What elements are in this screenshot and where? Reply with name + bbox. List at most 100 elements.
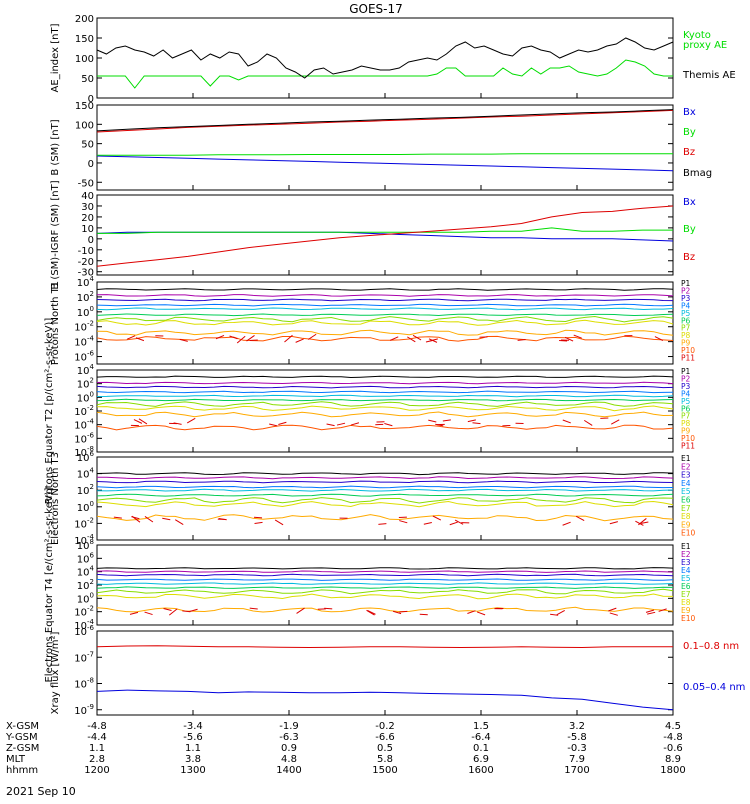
channel-noise-segment: [610, 613, 618, 615]
channel-noise-segment: [139, 419, 147, 424]
channel-e1: [97, 568, 673, 569]
channel-p9: [97, 412, 673, 417]
channel-p1: [97, 376, 673, 377]
legend-entry: Bz: [683, 147, 695, 158]
channel-p5: [97, 395, 673, 397]
channel-noise-segment: [433, 516, 441, 520]
y-tick-label: 102: [77, 377, 94, 391]
y-tick-label: 100: [77, 591, 94, 605]
channel-e4: [97, 579, 673, 580]
channel-p3: [97, 299, 673, 301]
x-row-value: -0.6: [663, 743, 683, 754]
x-row-value: 1400: [276, 765, 301, 776]
channel-noise-segment: [254, 517, 262, 518]
series-bx: [97, 156, 673, 171]
x-row-label: X-GSM: [6, 721, 39, 732]
channel-noise-segment: [384, 424, 392, 426]
x-row-value: 0.1: [473, 743, 489, 754]
panel-frame: [97, 105, 673, 190]
y-tick-label: 10-4: [74, 335, 94, 349]
x-row-value: 3.2: [569, 721, 585, 732]
x-row-value: -4.4: [87, 732, 107, 743]
y-tick-label: 150: [75, 34, 94, 45]
channel-p8: [97, 406, 673, 411]
y-tick-label: 102: [77, 290, 94, 304]
channel-p9: [97, 330, 673, 335]
x-row-value: 0.5: [377, 743, 393, 754]
y-tick-label: 102: [77, 578, 94, 592]
channel-noise-segment: [351, 423, 359, 425]
channel-e2: [97, 571, 673, 573]
channel-p1: [97, 289, 673, 291]
y-axis-label: B (SM) [nT]: [50, 119, 61, 175]
y-tick-label: 0: [88, 159, 94, 170]
y-tick-label: 10-6: [74, 431, 94, 445]
series-themis-ae: [97, 38, 673, 78]
channel-p2: [97, 295, 673, 297]
x-row-value: -0.2: [375, 721, 395, 732]
series-by: [97, 228, 673, 234]
legend-entry: Themis AE: [682, 70, 736, 81]
legend-entry: 0.05–0.4 nm: [683, 682, 745, 693]
x-row-value: -3.4: [183, 721, 203, 732]
channel-e5: [97, 583, 673, 585]
y-tick-label: 30: [81, 202, 94, 213]
y-axis-label: AE_index [nT]: [50, 23, 61, 92]
legend-entry: 0.1–0.8 nm: [683, 641, 739, 652]
channel-noise-segment: [584, 420, 592, 425]
y-tick-label: 20: [81, 213, 94, 224]
channel-e9: [97, 515, 673, 521]
y-tick-label: 10-7: [74, 650, 94, 664]
y-tick-label: 104: [77, 565, 95, 579]
x-row-value: 4.5: [665, 721, 681, 732]
channel-noise-segment: [250, 608, 258, 609]
legend-entry: By: [683, 127, 696, 138]
channel-noise-segment: [472, 423, 480, 424]
y-tick-label: -50: [78, 178, 94, 189]
channel-p4: [97, 391, 673, 393]
y-tick-label: 10-4: [74, 418, 94, 432]
y-tick-label: 102: [77, 483, 94, 497]
channel-noise-segment: [296, 339, 304, 342]
channel-p7: [97, 402, 673, 407]
channel-p8: [97, 320, 673, 325]
x-row-value: 5.8: [377, 754, 393, 765]
channel-p6: [97, 314, 673, 316]
y-tick-label: 104: [77, 467, 95, 481]
channel-e7: [97, 589, 673, 594]
y-tick-label: 50: [81, 140, 94, 151]
channel-noise-segment: [450, 522, 458, 525]
panel-frame: [97, 282, 673, 364]
channel-noise-segment: [269, 424, 277, 426]
panel-frame: [97, 545, 673, 625]
legend-entry: Bx: [683, 197, 696, 208]
x-row-label: Z-GSM: [6, 743, 39, 754]
channel-p6: [97, 399, 673, 400]
channel-noise-segment: [130, 612, 138, 614]
x-row-value: 1.1: [185, 743, 201, 754]
y-tick-label: 106: [77, 551, 95, 565]
x-row-value: -6.3: [279, 732, 299, 743]
y-tick-label: 10-6: [74, 624, 94, 638]
y-tick-label: 100: [77, 500, 94, 514]
series-bx: [97, 232, 673, 241]
channel-noise-segment: [237, 336, 245, 343]
legend-entry: Bmag: [683, 168, 712, 179]
y-tick-label: 100: [75, 54, 94, 65]
panel-frame: [97, 18, 673, 98]
y-tick-label: 50: [81, 74, 94, 85]
channel-e8: [97, 594, 673, 599]
x-row-value: 3.8: [185, 754, 201, 765]
channel-noise-segment: [399, 521, 407, 523]
x-row-value: -5.6: [183, 732, 203, 743]
x-row-value: 1600: [468, 765, 493, 776]
x-row-value: 1.1: [89, 743, 105, 754]
channel-noise-segment: [468, 420, 476, 422]
y-tick-label: 10-2: [74, 404, 94, 418]
channel-noise-segment: [255, 522, 263, 523]
channel-noise-segment: [162, 518, 170, 520]
legend-entry: Bx: [683, 107, 696, 118]
channel-e1: [97, 473, 673, 475]
